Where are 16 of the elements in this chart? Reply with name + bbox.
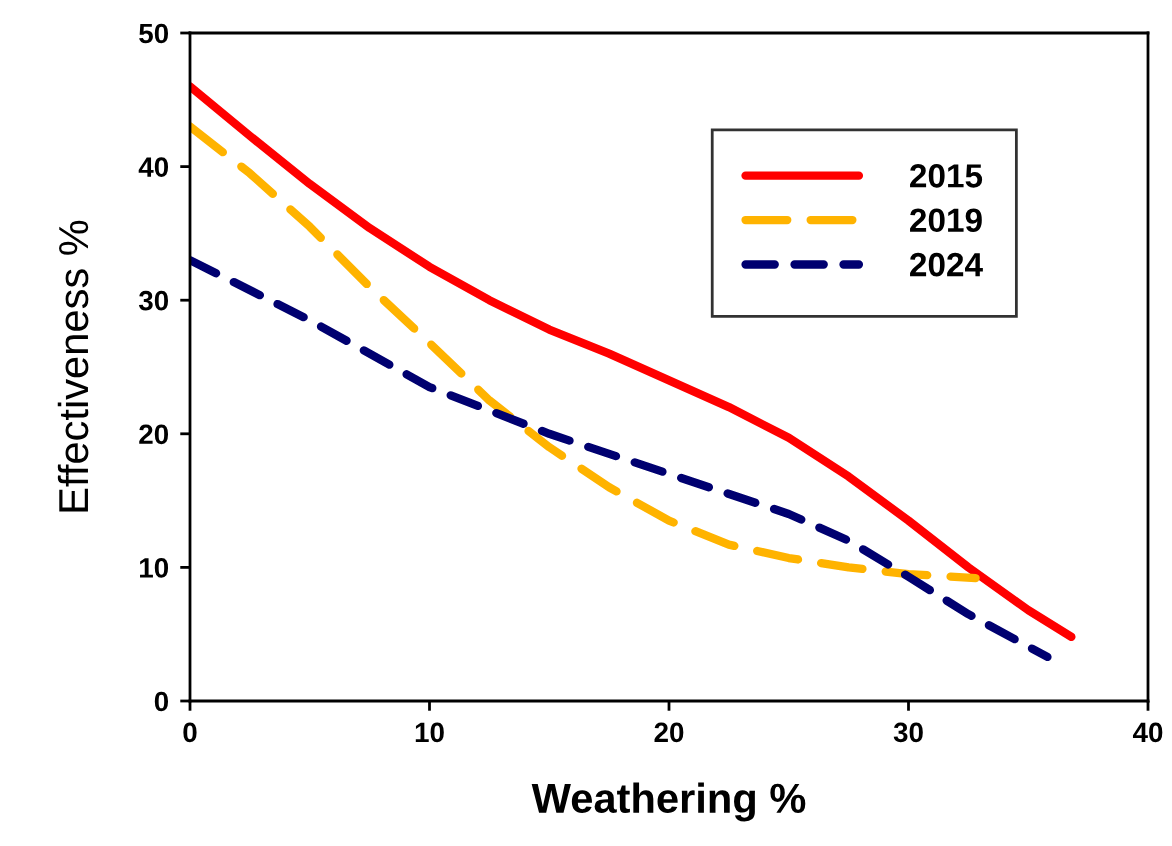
y-tick-label: 10 [140, 558, 169, 578]
x-tick-label: 30 [893, 722, 923, 743]
x-tick-label: 0 [183, 722, 197, 743]
y-tick-label: 0 [154, 691, 169, 712]
legend-label: 2024 [910, 252, 983, 277]
y-tick-label: 20 [139, 424, 169, 445]
legend-label: 2015 [910, 164, 983, 188]
x-tick-label: 20 [654, 722, 684, 743]
y-axis-title: Effectiveness % [57, 220, 89, 512]
y-tick-label: 50 [139, 23, 169, 44]
y-tick-label: 40 [138, 157, 169, 177]
y-tick-label: 30 [138, 290, 169, 311]
x-tick-label: 10 [415, 722, 444, 743]
x-axis-title: Weathering % [531, 782, 806, 822]
legend-label: 2019 [910, 208, 982, 233]
x-tick-label: 40 [1132, 722, 1163, 743]
